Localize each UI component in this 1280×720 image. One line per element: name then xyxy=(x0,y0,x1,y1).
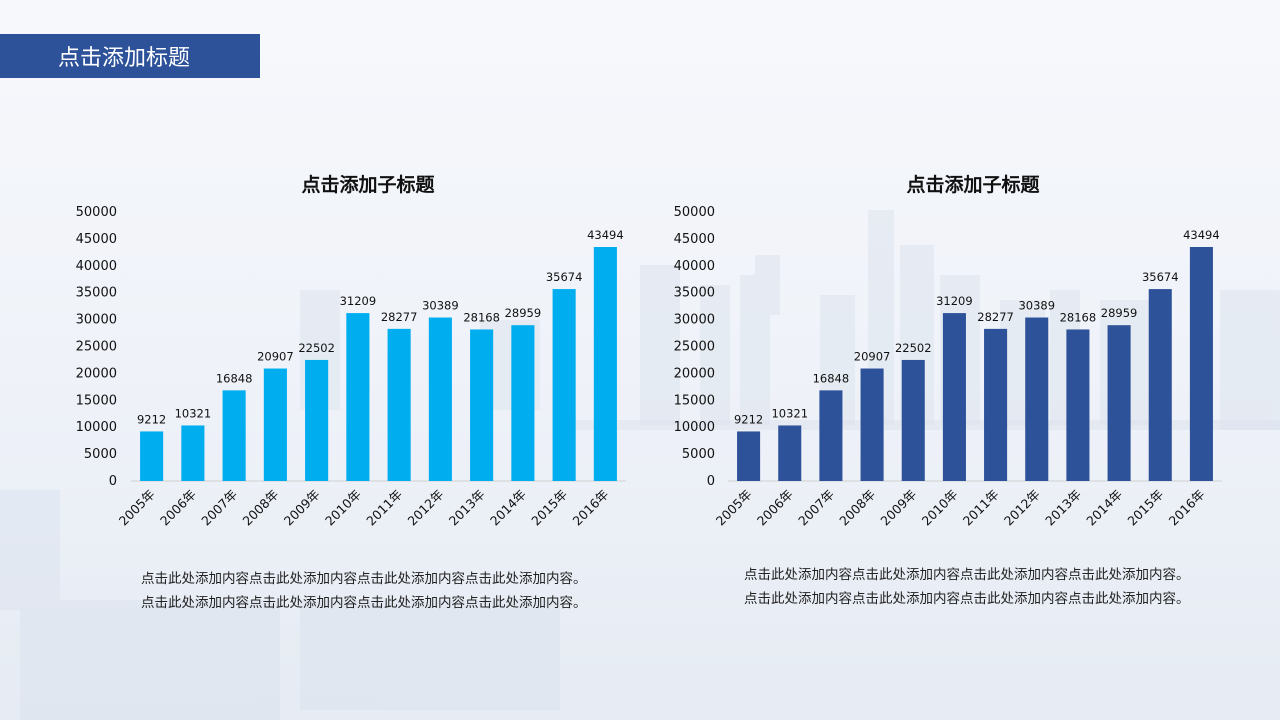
chart-2-category-label: 2010年 xyxy=(919,487,961,529)
chart-1-data-label: 20907 xyxy=(257,350,294,364)
chart-1-bar xyxy=(470,329,494,481)
page-title-bar: 点击添加标题 xyxy=(0,34,260,78)
chart-2-ytick-label: 30000 xyxy=(674,313,715,328)
chart-1-data-label: 9212 xyxy=(137,412,166,426)
chart-1-data-label: 30389 xyxy=(422,299,459,313)
chart-2-data-label: 10321 xyxy=(771,406,808,420)
chart-2-data-label: 16848 xyxy=(813,371,850,385)
chart-1-data-label: 31209 xyxy=(340,294,377,308)
chart-1-data-label: 43494 xyxy=(587,228,624,242)
chart-2-bar xyxy=(1107,325,1131,481)
chart-2-description: 点击此处添加内容点击此处添加内容点击此处添加内容点击此处添加内容。点击此处添加内… xyxy=(744,567,1190,607)
chart-2: 0 5000 10000 15000 20000 25000 30000 35000 40000… xyxy=(674,205,1222,529)
chart-2-bar xyxy=(1025,317,1049,481)
chart-1-ytick-label: 20000 xyxy=(76,366,117,381)
chart-1-bar xyxy=(387,328,411,481)
chart-2-bar xyxy=(860,368,884,481)
chart-1-bar xyxy=(552,289,576,481)
chart-1-data-label: 22502 xyxy=(298,341,335,355)
chart-1-data-label: 28168 xyxy=(463,310,500,324)
chart-1-data-label: 16848 xyxy=(216,371,253,385)
chart-2-category-label: 2008年 xyxy=(836,487,878,529)
chart-1-bar xyxy=(511,325,535,481)
chart-2-ytick-label: 0 xyxy=(707,474,715,489)
chart-2-ytick-label: 5000 xyxy=(682,447,715,462)
chart-1-ytick-label: 30000 xyxy=(76,313,117,328)
chart-1-bar xyxy=(346,313,370,481)
chart-2-bar xyxy=(901,359,925,481)
chart-2-data-label: 22502 xyxy=(895,341,932,355)
chart-1-bar xyxy=(140,431,164,481)
page-title: 点击添加标题 xyxy=(58,46,191,71)
chart-2-bar xyxy=(984,328,1008,481)
chart-1-ytick-label: 10000 xyxy=(76,420,117,435)
chart-2-data-label: 31209 xyxy=(936,294,973,308)
chart-2-category-label: 2016年 xyxy=(1166,487,1208,529)
chart-1-ytick-label: 15000 xyxy=(76,393,117,408)
chart-1-data-label: 10321 xyxy=(175,406,212,420)
chart-2-category-label: 2005年 xyxy=(713,487,755,529)
chart-1-ytick-label: 40000 xyxy=(76,259,117,274)
chart-2-bar xyxy=(819,390,843,481)
chart-2-data-label: 9212 xyxy=(734,412,763,426)
chart-2-data-label: 28959 xyxy=(1101,306,1138,320)
chart-1-ytick-label: 25000 xyxy=(76,340,117,355)
chart-2-data-label: 35674 xyxy=(1142,270,1179,284)
chart-2-ytick-label: 25000 xyxy=(674,340,715,355)
chart-1-ytick-label: 45000 xyxy=(76,232,117,247)
chart-1-ytick-label: 5000 xyxy=(84,447,117,462)
chart-2-ytick-label: 20000 xyxy=(674,366,715,381)
chart-2-category-label: 2013年 xyxy=(1042,487,1084,529)
chart-1-data-label: 28277 xyxy=(381,310,418,324)
chart-2-bar xyxy=(1189,247,1213,481)
chart-1-ytick-label: 50000 xyxy=(76,205,117,220)
chart-2-bar xyxy=(1148,289,1172,481)
chart-1: 0 5000 10000 15000 20000 25000 30000 35000 40000… xyxy=(76,205,626,528)
chart-2-title: 点击添加子标题 xyxy=(906,174,1040,196)
chart-2-data-label: 43494 xyxy=(1183,228,1220,242)
chart-2-bar xyxy=(942,313,966,481)
chart-2-ytick-label: 35000 xyxy=(674,286,715,301)
chart-1-data-label: 35674 xyxy=(546,270,583,284)
chart-1-bar xyxy=(263,368,287,481)
chart-2-category-label: 2011年 xyxy=(960,487,1002,529)
chart-1-bar xyxy=(593,247,617,481)
chart-1-bar xyxy=(428,317,452,481)
chart-2-ytick-label: 45000 xyxy=(674,232,715,247)
chart-1-description: 点击此处添加内容点击此处添加内容点击此处添加内容点击此处添加内容。点击此处添加内… xyxy=(141,571,587,611)
chart-2-data-label: 30389 xyxy=(1018,299,1055,313)
chart-2-ytick-label: 50000 xyxy=(674,205,715,220)
chart-2-category-label: 2007年 xyxy=(795,487,837,529)
chart-1-bar xyxy=(305,359,329,481)
chart-1-bar xyxy=(222,390,246,481)
chart-1-title: 点击添加子标题 xyxy=(301,174,435,196)
chart-2-bar xyxy=(737,431,761,481)
chart-2-ytick-label: 10000 xyxy=(674,420,715,435)
chart-1-ytick-label: 35000 xyxy=(76,286,117,301)
chart-2-ytick-label: 40000 xyxy=(674,259,715,274)
chart-1-ytick-label: 0 xyxy=(109,474,117,489)
chart-2-category-label: 2009年 xyxy=(877,487,919,529)
chart-2-bar xyxy=(778,425,802,481)
chart-2-data-label: 28277 xyxy=(977,310,1014,324)
chart-2-category-label: 2012年 xyxy=(1001,487,1043,529)
chart-2-ytick-label: 15000 xyxy=(674,393,715,408)
chart-2-category-label: 2015年 xyxy=(1124,487,1166,529)
chart-2-category-label: 2006年 xyxy=(754,487,796,529)
chart-2-bar xyxy=(1066,329,1090,481)
chart-2-data-label: 28168 xyxy=(1060,310,1097,324)
chart-1-bar xyxy=(181,425,205,481)
chart-2-category-label: 2014年 xyxy=(1083,487,1125,529)
chart-1-data-label: 28959 xyxy=(505,306,542,320)
chart-2-data-label: 20907 xyxy=(854,350,891,364)
